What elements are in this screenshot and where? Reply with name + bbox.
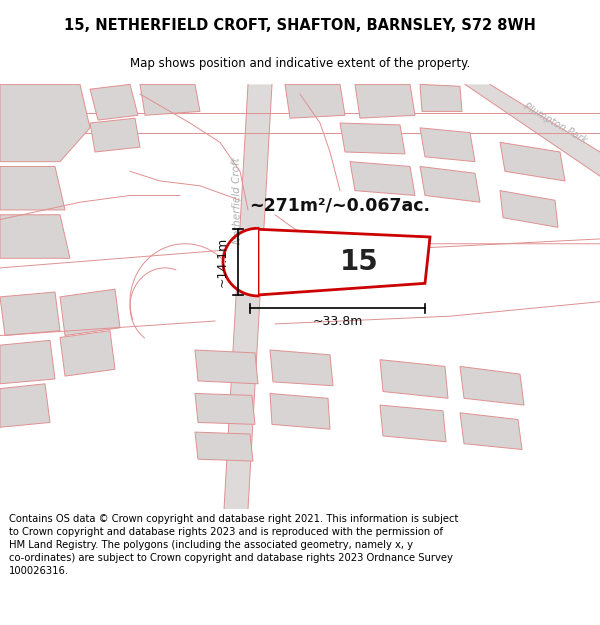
Text: Netherfield Croft: Netherfield Croft — [231, 157, 243, 244]
Polygon shape — [460, 412, 522, 449]
Polygon shape — [0, 215, 70, 258]
Polygon shape — [195, 350, 258, 384]
Polygon shape — [465, 84, 600, 176]
Polygon shape — [285, 84, 345, 118]
Polygon shape — [340, 123, 405, 154]
Text: Map shows position and indicative extent of the property.: Map shows position and indicative extent… — [130, 57, 470, 70]
Polygon shape — [60, 289, 120, 336]
Polygon shape — [90, 118, 140, 152]
Polygon shape — [0, 292, 60, 336]
Polygon shape — [380, 405, 446, 442]
Polygon shape — [355, 84, 415, 118]
Polygon shape — [420, 84, 462, 111]
Polygon shape — [420, 166, 480, 202]
Polygon shape — [460, 366, 524, 405]
Polygon shape — [270, 394, 330, 429]
Polygon shape — [90, 84, 138, 120]
Polygon shape — [350, 162, 415, 196]
Polygon shape — [60, 331, 115, 376]
Polygon shape — [0, 384, 50, 428]
Polygon shape — [223, 228, 258, 296]
Polygon shape — [0, 166, 65, 210]
Polygon shape — [224, 84, 272, 509]
Polygon shape — [380, 359, 448, 398]
Text: 15: 15 — [340, 248, 379, 276]
Polygon shape — [270, 350, 333, 386]
Text: Plumpton Park: Plumpton Park — [522, 101, 588, 145]
Polygon shape — [500, 191, 558, 228]
Polygon shape — [140, 84, 200, 115]
Polygon shape — [195, 432, 253, 461]
Polygon shape — [420, 128, 475, 162]
Text: ~271m²/~0.067ac.: ~271m²/~0.067ac. — [250, 196, 431, 214]
Text: Contains OS data © Crown copyright and database right 2021. This information is : Contains OS data © Crown copyright and d… — [9, 514, 458, 576]
Polygon shape — [0, 84, 90, 162]
Polygon shape — [195, 394, 255, 424]
Text: ~14.1m: ~14.1m — [215, 237, 229, 288]
Polygon shape — [0, 341, 55, 384]
Text: ~33.8m: ~33.8m — [313, 316, 362, 329]
Polygon shape — [258, 229, 430, 295]
Polygon shape — [500, 142, 565, 181]
Text: 15, NETHERFIELD CROFT, SHAFTON, BARNSLEY, S72 8WH: 15, NETHERFIELD CROFT, SHAFTON, BARNSLEY… — [64, 18, 536, 32]
